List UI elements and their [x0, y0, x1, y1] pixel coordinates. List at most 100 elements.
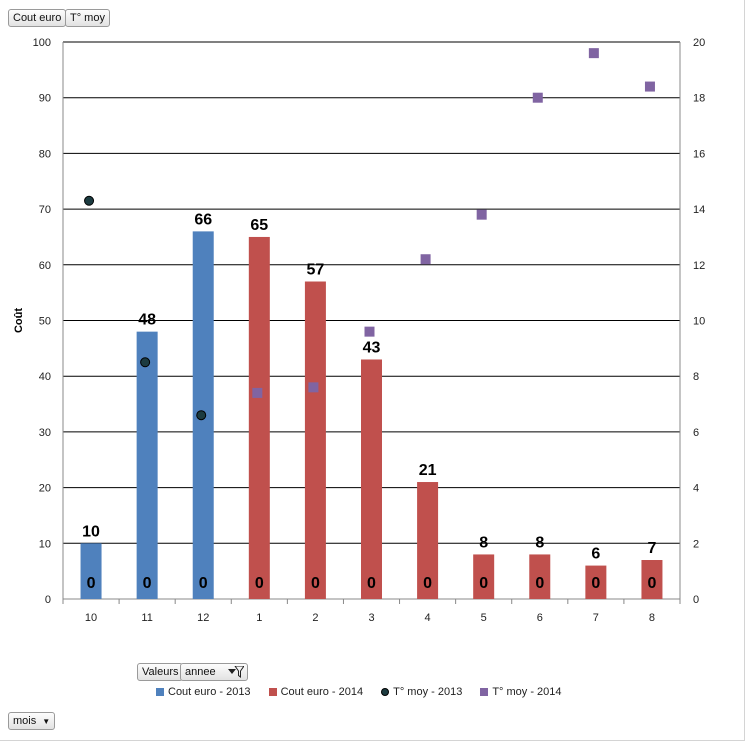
- valeurs-field-label: Valeurs: [142, 666, 179, 678]
- y2-tick-label: 16: [693, 148, 705, 160]
- legend-swatch-cout-2013: [156, 688, 164, 696]
- y-tick-label: 10: [39, 538, 51, 550]
- bar: [361, 359, 382, 599]
- bar: [473, 554, 495, 599]
- x-tick-label: 7: [593, 612, 599, 624]
- scatter-point-tmoy-2014: [364, 326, 375, 337]
- scatter-point-tmoy-2014: [420, 254, 431, 265]
- bar: [641, 560, 663, 599]
- zero-data-label: 0: [535, 575, 544, 592]
- mois-field-button[interactable]: mois ▼: [8, 712, 56, 730]
- bar-data-label: 66: [194, 211, 212, 228]
- bar: [136, 331, 158, 599]
- legend-item-cout-2013: Cout euro - 2013: [156, 686, 251, 698]
- legend-label-cout-2014: Cout euro - 2014: [280, 686, 364, 698]
- x-tick-label: 11: [141, 612, 152, 624]
- x-tick-label: 10: [85, 612, 97, 624]
- bar: [304, 281, 326, 599]
- mois-field-label: mois: [13, 715, 37, 727]
- zero-data-label: 0: [367, 575, 376, 592]
- t-moy-field-label: T° moy: [70, 12, 105, 24]
- bar: [417, 482, 439, 599]
- bar-data-label: 57: [307, 262, 325, 279]
- zero-data-label: 0: [648, 575, 657, 592]
- cout-euro-field-button[interactable]: Cout euro: [8, 9, 67, 27]
- zero-data-label: 0: [143, 575, 152, 592]
- y-tick-label: 50: [39, 316, 51, 328]
- legend-item-cout-2014: Cout euro - 2014: [268, 686, 364, 698]
- y-tick-label: 0: [45, 594, 51, 606]
- legend-item-tmoy-2013: T° moy - 2013: [381, 686, 462, 698]
- bar-data-label: 8: [479, 534, 488, 551]
- y2-tick-label: 10: [693, 316, 705, 328]
- zero-data-label: 0: [311, 575, 320, 592]
- bar: [80, 543, 102, 599]
- legend-item-tmoy-2014: T° moy - 2014: [480, 686, 562, 698]
- x-tick-label: 4: [425, 612, 431, 624]
- y2-tick-label: 18: [693, 93, 705, 105]
- scatter-point-tmoy-2014: [644, 81, 655, 92]
- bar-data-label: 10: [82, 523, 100, 540]
- y-tick-label: 90: [39, 93, 51, 105]
- y-tick-label: 20: [39, 483, 51, 495]
- legend-marker-tmoy-2014: [480, 688, 489, 696]
- legend-label-tmoy-2013: T° moy - 2013: [393, 686, 463, 698]
- y2-tick-label: 6: [693, 427, 699, 439]
- bar-data-label: 43: [363, 339, 381, 356]
- scatter-point-tmoy-2013: [196, 410, 207, 421]
- scatter-point-tmoy-2013: [140, 357, 151, 368]
- y2-tick-label: 8: [693, 371, 699, 383]
- zero-data-label: 0: [199, 575, 208, 592]
- y-tick-label: 100: [33, 37, 51, 49]
- x-tick-label: 12: [197, 612, 209, 624]
- filter-dropdown-icon: [228, 666, 244, 678]
- y-tick-label: 70: [39, 204, 51, 216]
- chart-legend: Cout euro - 2013 Cout euro - 2014 T° moy…: [156, 686, 580, 698]
- scatter-point-tmoy-2014: [532, 92, 543, 103]
- x-tick-label: 6: [537, 612, 543, 624]
- cout-euro-field-label: Cout euro: [13, 12, 62, 24]
- bar: [585, 565, 607, 599]
- scatter-point-tmoy-2013: [84, 195, 95, 206]
- y-axis-title: Coût: [13, 308, 25, 333]
- bar-data-label: 8: [535, 534, 544, 551]
- scatter-point-tmoy-2014: [588, 48, 599, 59]
- y-tick-label: 30: [39, 427, 51, 439]
- x-tick-label: 1: [256, 612, 262, 624]
- zero-data-label: 0: [423, 575, 432, 592]
- scatter-point-tmoy-2014: [252, 387, 263, 398]
- x-tick-label: 8: [649, 612, 655, 624]
- bar-data-label: 6: [591, 546, 600, 563]
- legend-swatch-cout-2014: [268, 688, 277, 696]
- y2-tick-label: 2: [693, 538, 699, 550]
- legend-label-tmoy-2014: T° moy - 2014: [492, 686, 562, 698]
- valeurs-field-button[interactable]: Valeurs: [137, 663, 184, 681]
- zero-data-label: 0: [479, 575, 488, 592]
- y2-tick-label: 20: [693, 37, 705, 49]
- chevron-down-icon: ▼: [42, 717, 51, 726]
- y2-tick-label: 4: [693, 483, 699, 495]
- y-tick-label: 60: [39, 260, 51, 272]
- zero-data-label: 0: [87, 575, 96, 592]
- scatter-point-tmoy-2014: [476, 209, 487, 220]
- y-tick-label: 80: [39, 148, 51, 160]
- legend-label-cout-2013: Cout euro - 2013: [168, 686, 251, 698]
- y2-tick-label: 12: [693, 260, 705, 272]
- t-moy-field-button[interactable]: T° moy: [65, 9, 110, 27]
- x-tick-label: 3: [368, 612, 374, 624]
- x-tick-label: 5: [481, 612, 487, 624]
- bar-data-label: 21: [419, 462, 437, 479]
- scatter-point-tmoy-2014: [308, 382, 319, 393]
- bar: [529, 554, 551, 599]
- y-tick-label: 40: [39, 371, 51, 383]
- annee-filter-button[interactable]: annee: [180, 663, 248, 681]
- bar-data-label: 7: [648, 540, 657, 557]
- annee-filter-label: annee: [185, 666, 216, 678]
- legend-marker-tmoy-2013: [381, 688, 390, 696]
- zero-data-label: 0: [255, 575, 264, 592]
- bar-data-label: 48: [138, 312, 156, 329]
- y2-tick-label: 0: [693, 594, 699, 606]
- zero-data-label: 0: [591, 575, 600, 592]
